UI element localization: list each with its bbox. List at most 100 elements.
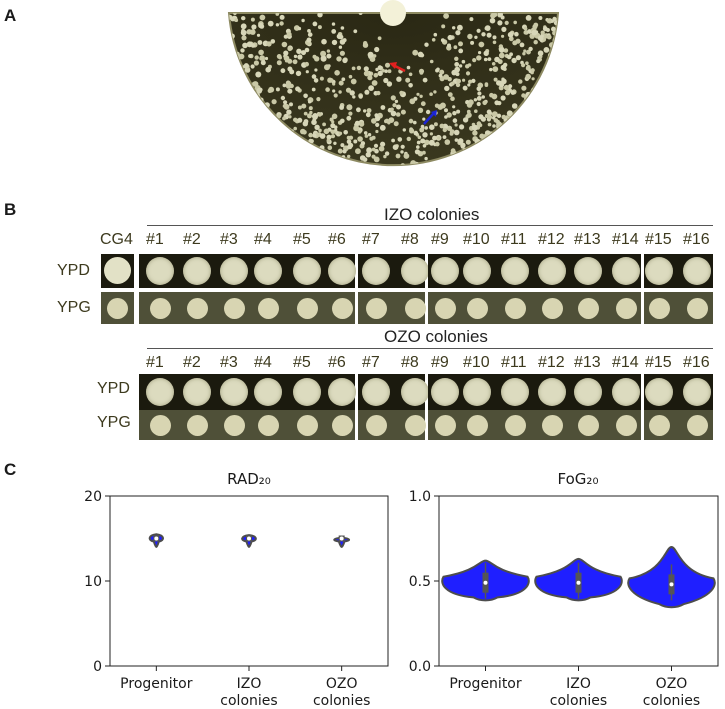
plate-colony xyxy=(286,152,292,158)
plate-colony xyxy=(313,78,319,83)
izo-ypd-spot xyxy=(645,257,673,285)
plate-colony xyxy=(383,181,387,185)
plate-colony xyxy=(490,148,496,154)
plate-colony xyxy=(274,147,280,152)
plate-colony xyxy=(357,129,362,134)
plate-colony xyxy=(413,120,417,125)
plate-colony xyxy=(256,33,261,37)
plate-colony xyxy=(381,168,385,172)
plate-colony xyxy=(497,20,503,26)
plate-colony xyxy=(554,36,558,42)
plate-colony xyxy=(236,95,242,100)
plate-colony xyxy=(506,122,511,127)
x-tick-label: OZO xyxy=(326,676,358,692)
plate-colony xyxy=(466,169,471,174)
ozo-ypd-label: YPD xyxy=(97,380,130,397)
plate-colony xyxy=(406,136,411,142)
plate-colony xyxy=(385,62,390,68)
plate-colony xyxy=(433,90,437,94)
plate-colony xyxy=(407,189,410,192)
plate-colony xyxy=(282,83,287,88)
plate-colony xyxy=(492,66,499,72)
plate-colony xyxy=(258,87,263,92)
plate-colony xyxy=(378,145,385,152)
plate-colony xyxy=(436,67,440,72)
ozo-colony-label: #14 xyxy=(612,354,639,371)
plate-colony xyxy=(237,86,242,91)
plate-colony xyxy=(342,149,347,154)
plate-colony xyxy=(429,180,434,185)
plate-colony xyxy=(552,16,557,22)
plate-colony xyxy=(522,52,526,56)
plate-colony xyxy=(523,26,528,31)
plate-colony xyxy=(457,174,462,179)
plate-colony xyxy=(515,38,521,44)
x-tick-label: IZO xyxy=(237,676,262,692)
plate-colony xyxy=(319,76,324,81)
chart-frame xyxy=(109,495,389,667)
plate-colony xyxy=(351,66,356,71)
plate-colony xyxy=(308,138,313,143)
ozo-colony-label: #5 xyxy=(293,354,311,371)
plate-colony xyxy=(317,25,322,30)
plate-colony xyxy=(281,148,288,155)
plate-colony xyxy=(404,168,408,172)
plate-colony xyxy=(424,126,429,130)
plate-colony xyxy=(562,53,566,57)
plate-colony xyxy=(244,115,249,121)
y-tick-label: 0.0 xyxy=(409,659,431,675)
ozo-ypg-spot xyxy=(615,414,637,436)
plate-colony xyxy=(353,29,358,34)
ozo-ypd-spot xyxy=(254,378,282,406)
ozo-ypg-spot xyxy=(504,414,526,436)
izo-ypd-label: YPD xyxy=(57,262,90,279)
plate-colony xyxy=(514,31,519,37)
plate-colony xyxy=(346,104,353,111)
y-tick-label: 0 xyxy=(93,659,102,675)
plate-colony xyxy=(312,172,317,177)
control-ypg-strip xyxy=(101,292,134,324)
izo-ypd-spot xyxy=(328,257,356,285)
plate-colony xyxy=(326,160,331,164)
plate-colony xyxy=(446,112,452,118)
plate-colony xyxy=(374,175,378,179)
plate-colony xyxy=(401,168,406,173)
plate-colony xyxy=(496,113,502,119)
plate-colony xyxy=(441,24,446,29)
plate-colony xyxy=(343,130,349,135)
plate-colony xyxy=(471,124,478,131)
plate-colony xyxy=(435,179,439,183)
plate-colony xyxy=(275,13,280,16)
plate-colony xyxy=(267,88,272,94)
ozo-ypg-strip xyxy=(139,410,355,440)
plate-colony xyxy=(474,109,478,113)
plate-colony xyxy=(530,68,535,73)
izo-ypg-spot xyxy=(149,297,171,319)
plate-colony xyxy=(282,116,286,121)
plate-colony xyxy=(319,133,326,139)
izo-colony-label: #11 xyxy=(501,231,527,248)
plate-colony xyxy=(299,157,305,163)
plate-colony xyxy=(286,141,292,147)
plate-colony xyxy=(540,30,545,35)
plate-colony xyxy=(400,150,404,154)
plate-colony xyxy=(390,95,396,101)
plate-colony xyxy=(466,102,473,108)
izo-ypd-spot xyxy=(220,257,248,285)
plate-colony xyxy=(237,99,244,106)
ozo-ypg-spot xyxy=(149,414,171,436)
ozo-ypd-spot xyxy=(401,378,429,406)
plate-colony xyxy=(489,67,493,72)
ozo-ypd-strip xyxy=(139,374,356,410)
plate-colony xyxy=(453,129,460,136)
plate-colony xyxy=(439,182,443,186)
plate-colony xyxy=(247,104,254,110)
control-label: CG4 xyxy=(100,231,133,248)
plate-colony xyxy=(251,113,256,118)
izo-ypd-spot xyxy=(146,257,174,285)
plate-colony xyxy=(523,106,528,111)
plate-colony xyxy=(503,84,509,91)
plate-colony xyxy=(508,36,514,42)
plate-colony xyxy=(458,41,463,47)
ozo-colony-label: #8 xyxy=(401,354,419,371)
